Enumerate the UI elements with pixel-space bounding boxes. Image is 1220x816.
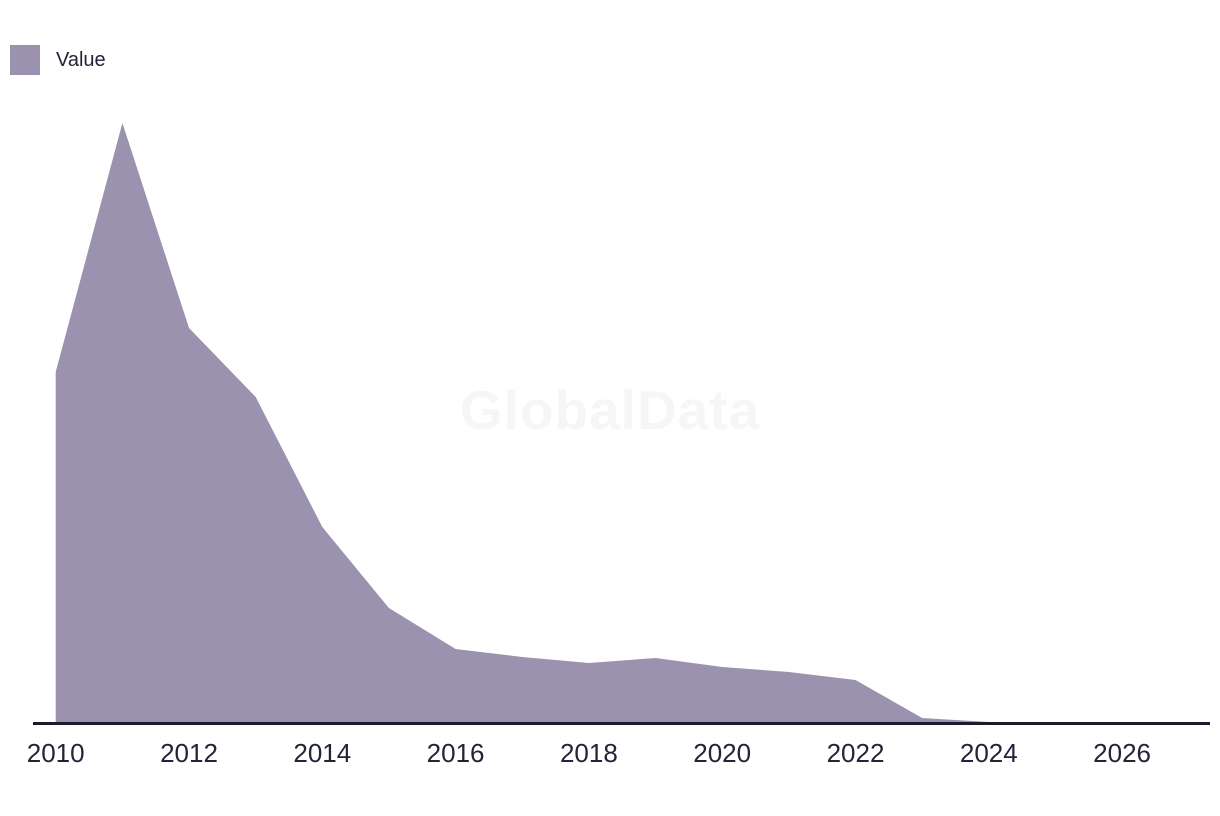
x-tick-label-2020: 2020 [693, 738, 751, 768]
x-axis-tick-labels: 2010 2012 2014 2016 2018 2020 2022 2024 2026 [27, 738, 1151, 768]
x-tick-label-2014: 2014 [293, 738, 351, 768]
x-tick-label-2016: 2016 [427, 738, 485, 768]
x-tick-label-2022: 2022 [827, 738, 885, 768]
x-tick-label-2010: 2010 [27, 738, 85, 768]
x-tick-label-2012: 2012 [160, 738, 218, 768]
legend-item-value[interactable]: Value [10, 45, 106, 75]
legend-label: Value [56, 49, 106, 71]
area-series-value [55, 123, 989, 722]
x-tick-label-2026: 2026 [1093, 738, 1151, 768]
x-tick-label-2018: 2018 [560, 738, 618, 768]
legend-swatch-icon [10, 45, 40, 75]
x-tick-label-2024: 2024 [960, 738, 1018, 768]
